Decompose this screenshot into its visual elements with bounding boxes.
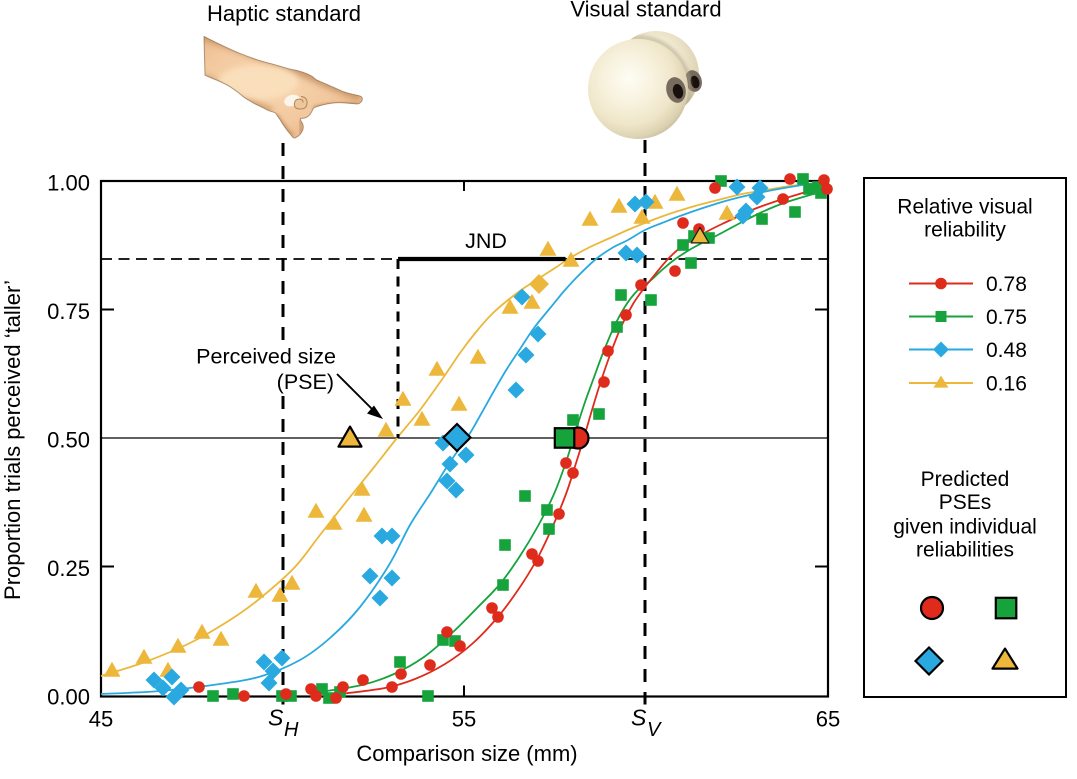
svg-text:V: V (647, 719, 662, 741)
svg-text:H: H (284, 719, 299, 741)
svg-text:S: S (631, 705, 647, 731)
svg-text:65: 65 (816, 707, 840, 732)
svg-text:0.50: 0.50 (47, 428, 90, 453)
svg-text:given individual: given individual (893, 516, 1037, 539)
svg-text:55: 55 (452, 707, 476, 732)
svg-text:0.48: 0.48 (986, 339, 1027, 362)
svg-text:0.16: 0.16 (986, 373, 1027, 396)
svg-text:0.00: 0.00 (47, 685, 90, 710)
svg-text:reliabilities: reliabilities (916, 539, 1014, 562)
svg-text:0.75: 0.75 (47, 299, 90, 324)
svg-text:reliability: reliability (924, 219, 1006, 242)
svg-text:Haptic standard: Haptic standard (207, 1, 361, 26)
svg-text:Relative visual: Relative visual (897, 196, 1032, 219)
svg-text:0.75: 0.75 (986, 306, 1027, 329)
svg-text:JND: JND (465, 229, 507, 253)
svg-text:0.25: 0.25 (47, 556, 90, 581)
svg-text:0.78: 0.78 (986, 273, 1027, 296)
svg-text:Visual standard: Visual standard (570, 0, 721, 22)
svg-text:PSEs: PSEs (939, 491, 992, 514)
svg-text:45: 45 (89, 707, 113, 732)
svg-text:1.00: 1.00 (47, 171, 90, 196)
svg-text:Perceived size: Perceived size (196, 345, 336, 369)
svg-text:(PSE): (PSE) (277, 370, 334, 394)
svg-text:S: S (268, 705, 284, 731)
svg-text:Comparison size (mm): Comparison size (mm) (356, 741, 577, 766)
svg-text:Proportion trials perceived ‘t: Proportion trials perceived ‘taller’ (0, 280, 25, 600)
svg-text:Predicted: Predicted (921, 468, 1010, 491)
